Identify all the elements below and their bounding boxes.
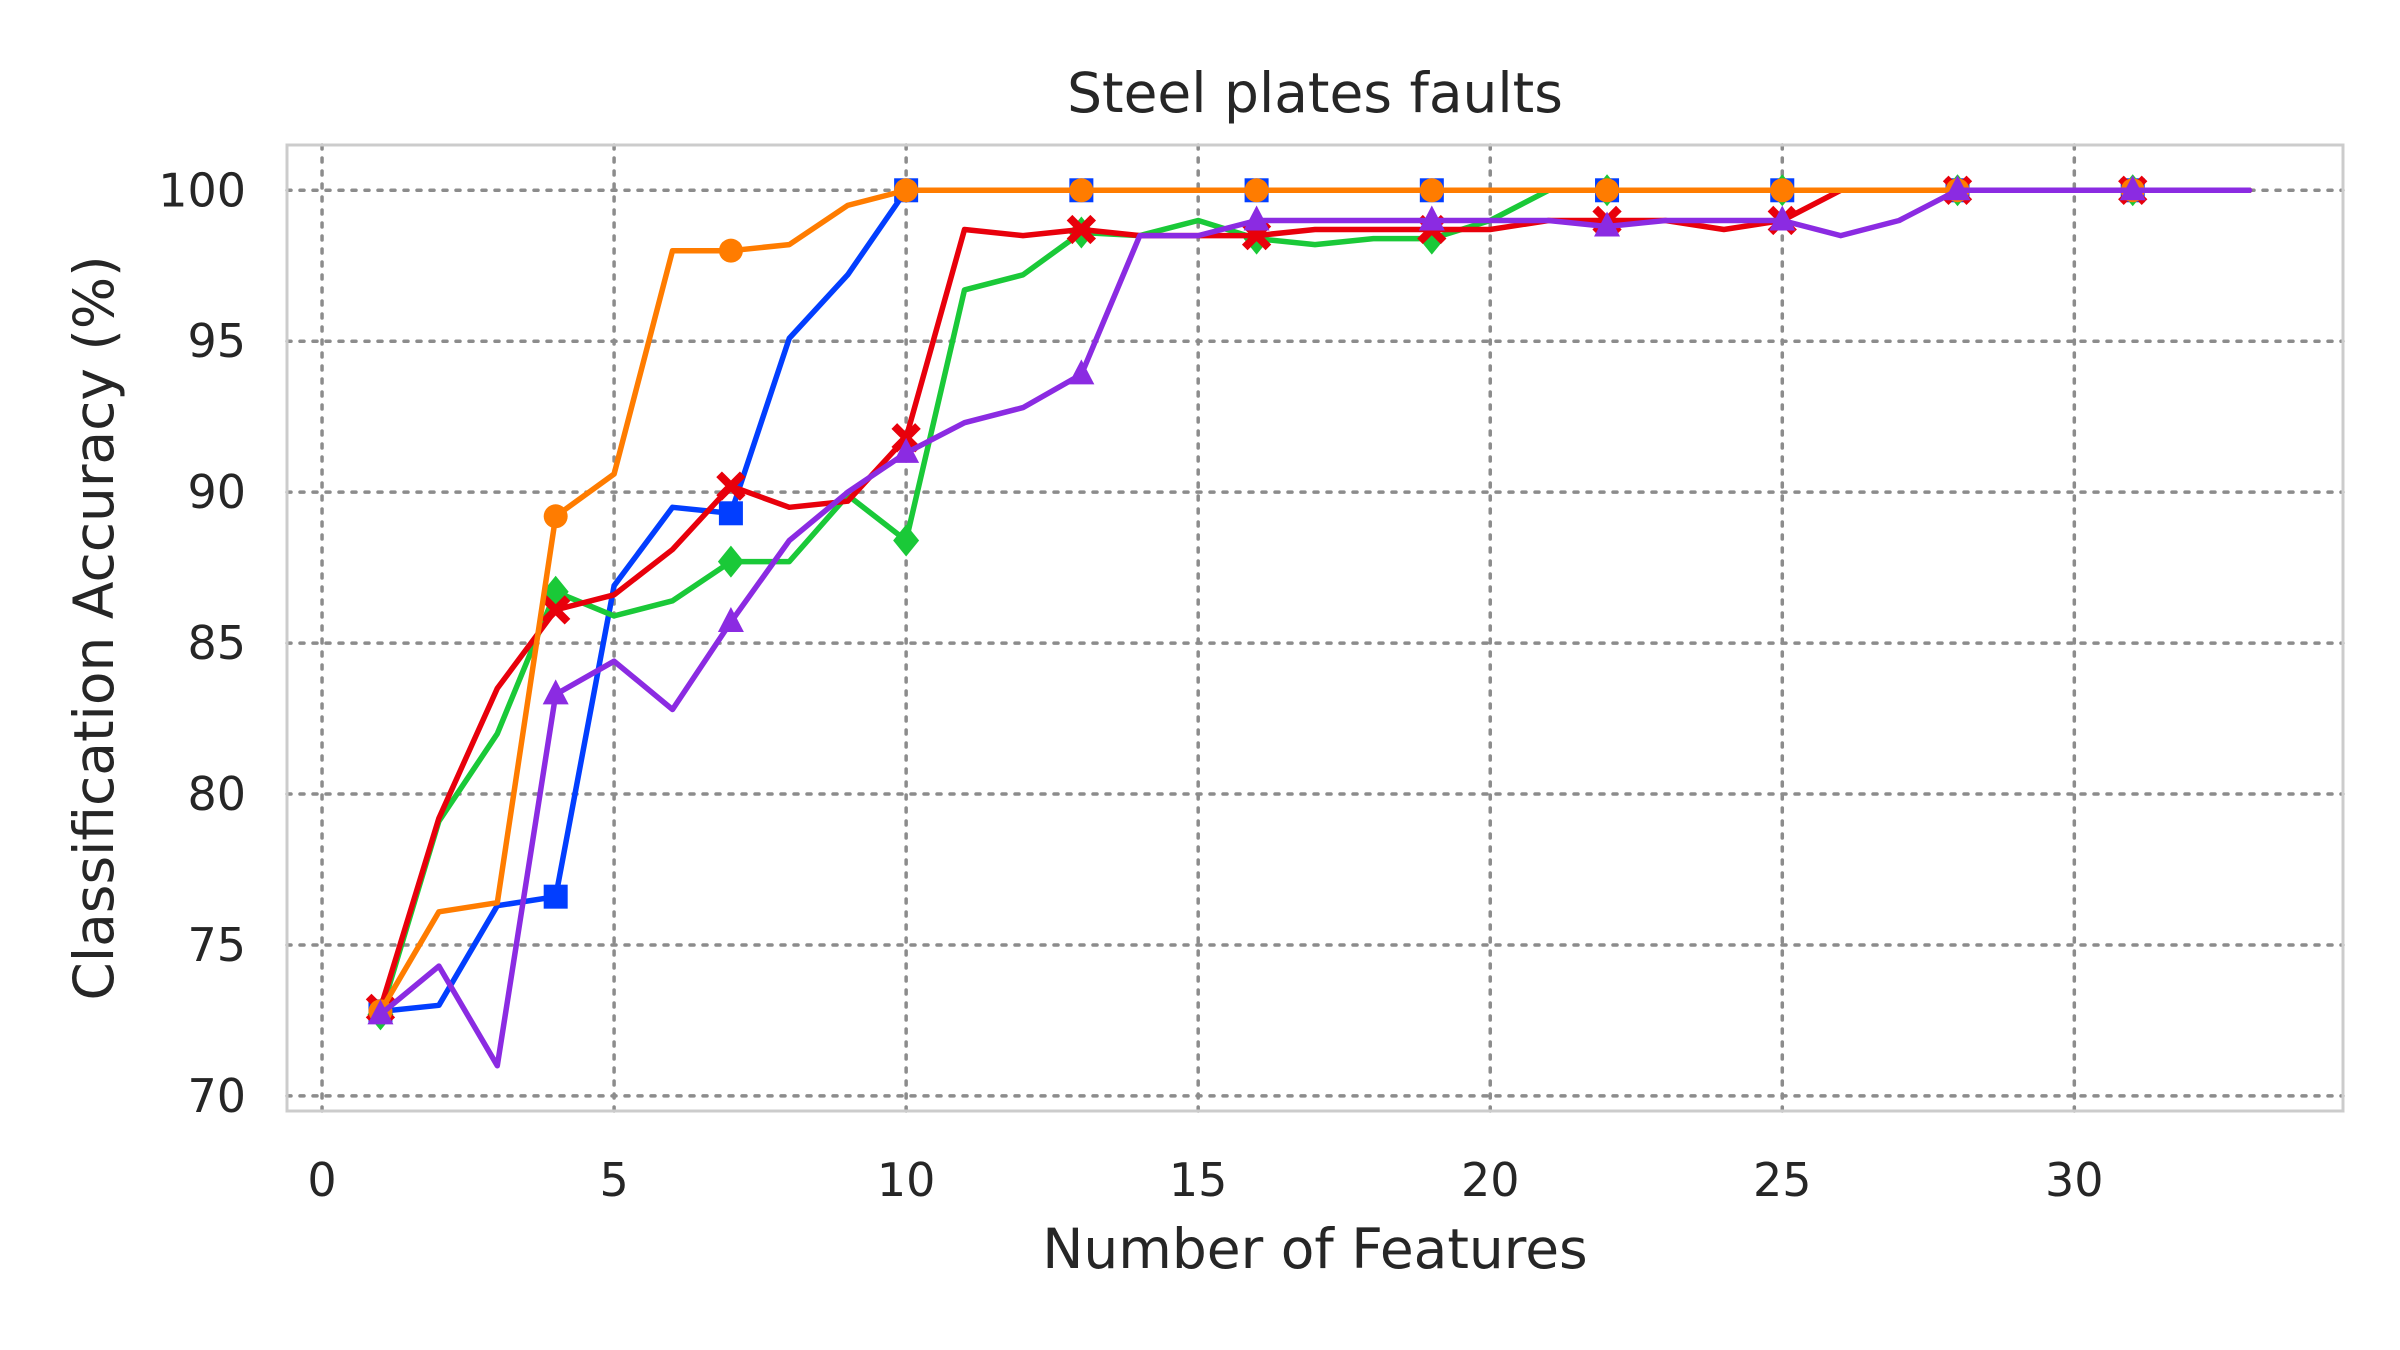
series-5-marker — [717, 606, 744, 632]
series-5-marker — [1944, 175, 1971, 201]
series-4-marker — [1770, 178, 1795, 203]
series-5 — [367, 175, 2253, 1069]
series-4 — [368, 178, 2253, 1024]
x-tick-label: 5 — [599, 1153, 628, 1207]
x-tick-labels: 0 5 10 15 20 25 30 — [307, 1153, 2103, 1207]
y-tick-label: 90 — [187, 465, 246, 519]
series-layer — [365, 174, 2253, 1069]
series-1-marker — [718, 501, 743, 526]
y-axis-title: Classification Accuracy (%) — [62, 255, 126, 1000]
series-3-marker — [1066, 214, 1097, 245]
x-tick-label: 20 — [1461, 1153, 1520, 1207]
series-5-marker — [1068, 359, 1095, 385]
series-3-marker — [716, 471, 746, 501]
y-tick-label: 80 — [187, 767, 246, 821]
series-4-marker — [1244, 178, 1269, 203]
series-5-marker — [1418, 205, 1445, 231]
series-4-marker — [543, 504, 568, 529]
series-5-marker — [542, 679, 569, 705]
y-tick-label: 70 — [187, 1069, 246, 1123]
series-2-marker — [893, 524, 920, 557]
y-tick-label: 75 — [187, 918, 246, 972]
series-2-marker — [717, 545, 744, 578]
y-tick-label: 95 — [187, 314, 246, 368]
y-tick-labels: 70 75 80 85 90 95 100 — [158, 163, 246, 1123]
series-5-marker — [367, 999, 394, 1025]
series-5-marker — [1594, 211, 1621, 237]
y-tick-label: 85 — [187, 616, 246, 670]
series-4-marker — [1069, 178, 1094, 203]
x-tick-label: 0 — [307, 1153, 336, 1207]
series-5-marker — [1243, 205, 1270, 231]
series-1-marker — [543, 884, 568, 909]
series-4-marker — [894, 178, 919, 203]
series-5-marker — [1769, 205, 1796, 231]
x-tick-label: 30 — [2045, 1153, 2104, 1207]
series-5-marker — [2119, 175, 2146, 201]
series-4-line — [377, 187, 2253, 1015]
series-4-marker — [718, 238, 743, 263]
x-tick-label: 15 — [1169, 1153, 1228, 1207]
series-5-line — [377, 187, 2253, 1069]
x-tick-label: 10 — [877, 1153, 936, 1207]
y-tick-label: 100 — [158, 163, 246, 217]
series-4-marker — [1419, 178, 1444, 203]
series-4-marker — [1595, 178, 1620, 203]
series-3-marker — [541, 595, 571, 625]
series-3-marker — [891, 423, 921, 453]
x-tick-label: 25 — [1753, 1153, 1812, 1207]
x-axis-title: Number of Features — [1042, 1217, 1587, 1281]
series-5-marker — [893, 437, 920, 463]
grid — [285, 143, 2345, 1113]
plot-frame — [285, 143, 2345, 1113]
chart-title: Steel plates faults — [1067, 61, 1563, 125]
